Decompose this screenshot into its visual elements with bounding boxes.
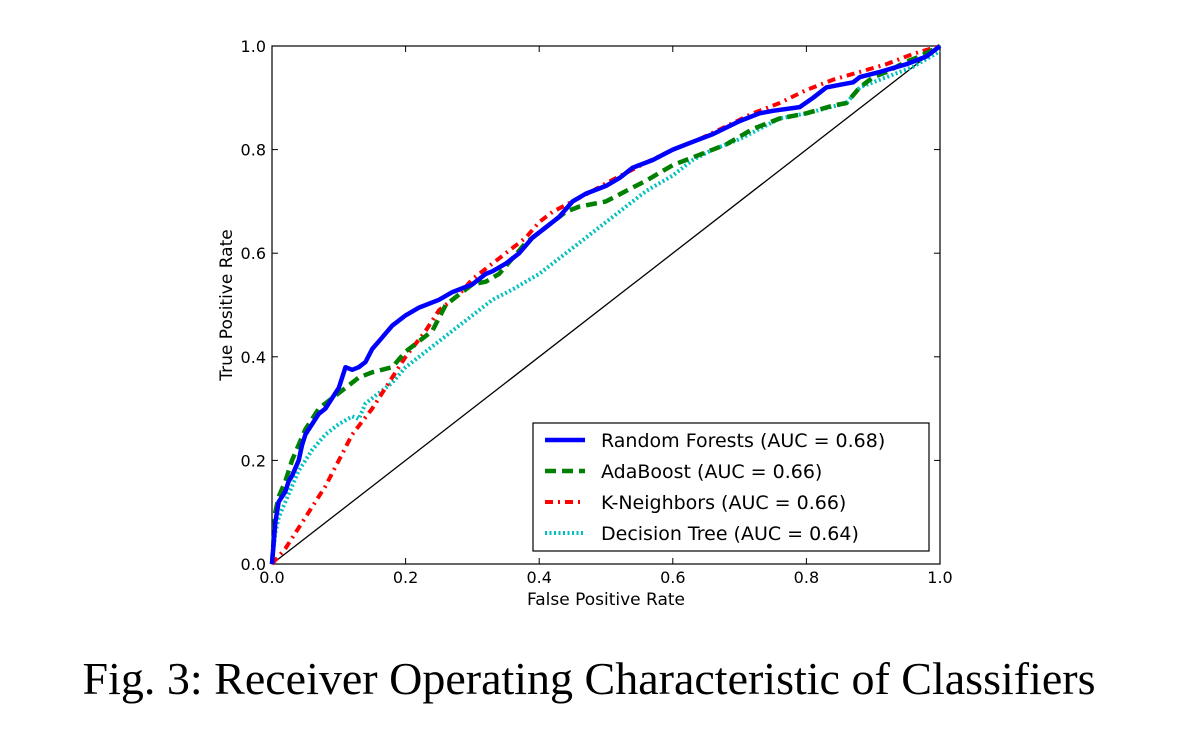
legend-label: Random Forests (AUC = 0.68) [601, 430, 885, 452]
y-tick-label: 0.8 [241, 141, 266, 160]
legend: Random Forests (AUC = 0.68) AdaBoost (AUC… [532, 422, 930, 552]
roc-curve-k-neighbors [270, 44, 941, 566]
roc-curves [269, 44, 942, 566]
legend-box [532, 422, 930, 552]
x-tick-label: 0.6 [660, 568, 685, 587]
chance-diagonal-line [271, 45, 941, 565]
legend-label: K-Neighbors (AUC = 0.66) [601, 492, 846, 514]
y-tick-label: 0.2 [241, 451, 266, 470]
roc-curve-random-forests [269, 44, 942, 565]
y-tick-label: 0.4 [241, 348, 266, 367]
y-tick-label: 0.0 [241, 555, 266, 574]
plot-area [269, 44, 942, 566]
roc-curve-decision-tree [270, 49, 942, 565]
plot-frame [271, 45, 941, 565]
legend-label: AdaBoost (AUC = 0.66) [601, 461, 822, 483]
x-axis-label: False Positive Rate [527, 590, 685, 610]
x-tick-label: 1.0 [927, 568, 952, 587]
tick-labels: 0.0 0.2 0.4 0.6 0.8 1.0 0.0 0.2 0.4 0.6 0.8 1.0 [241, 37, 953, 587]
y-tick-label: 0.6 [241, 244, 266, 263]
legend-label: Decision Tree (AUC = 0.64) [601, 523, 859, 545]
x-tick-label: 0.4 [526, 568, 551, 587]
x-tick-label: 0.0 [259, 568, 284, 587]
x-tick-label: 0.8 [794, 568, 819, 587]
y-tick-label: 1.0 [241, 37, 266, 56]
figure-caption: Fig. 3: Receiver Operating Characteristi… [82, 653, 1096, 704]
x-tick-label: 0.2 [393, 568, 418, 587]
y-axis-label: True Positive Rate [217, 229, 237, 381]
